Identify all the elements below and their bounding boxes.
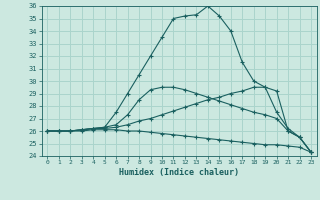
X-axis label: Humidex (Indice chaleur): Humidex (Indice chaleur) (119, 168, 239, 177)
